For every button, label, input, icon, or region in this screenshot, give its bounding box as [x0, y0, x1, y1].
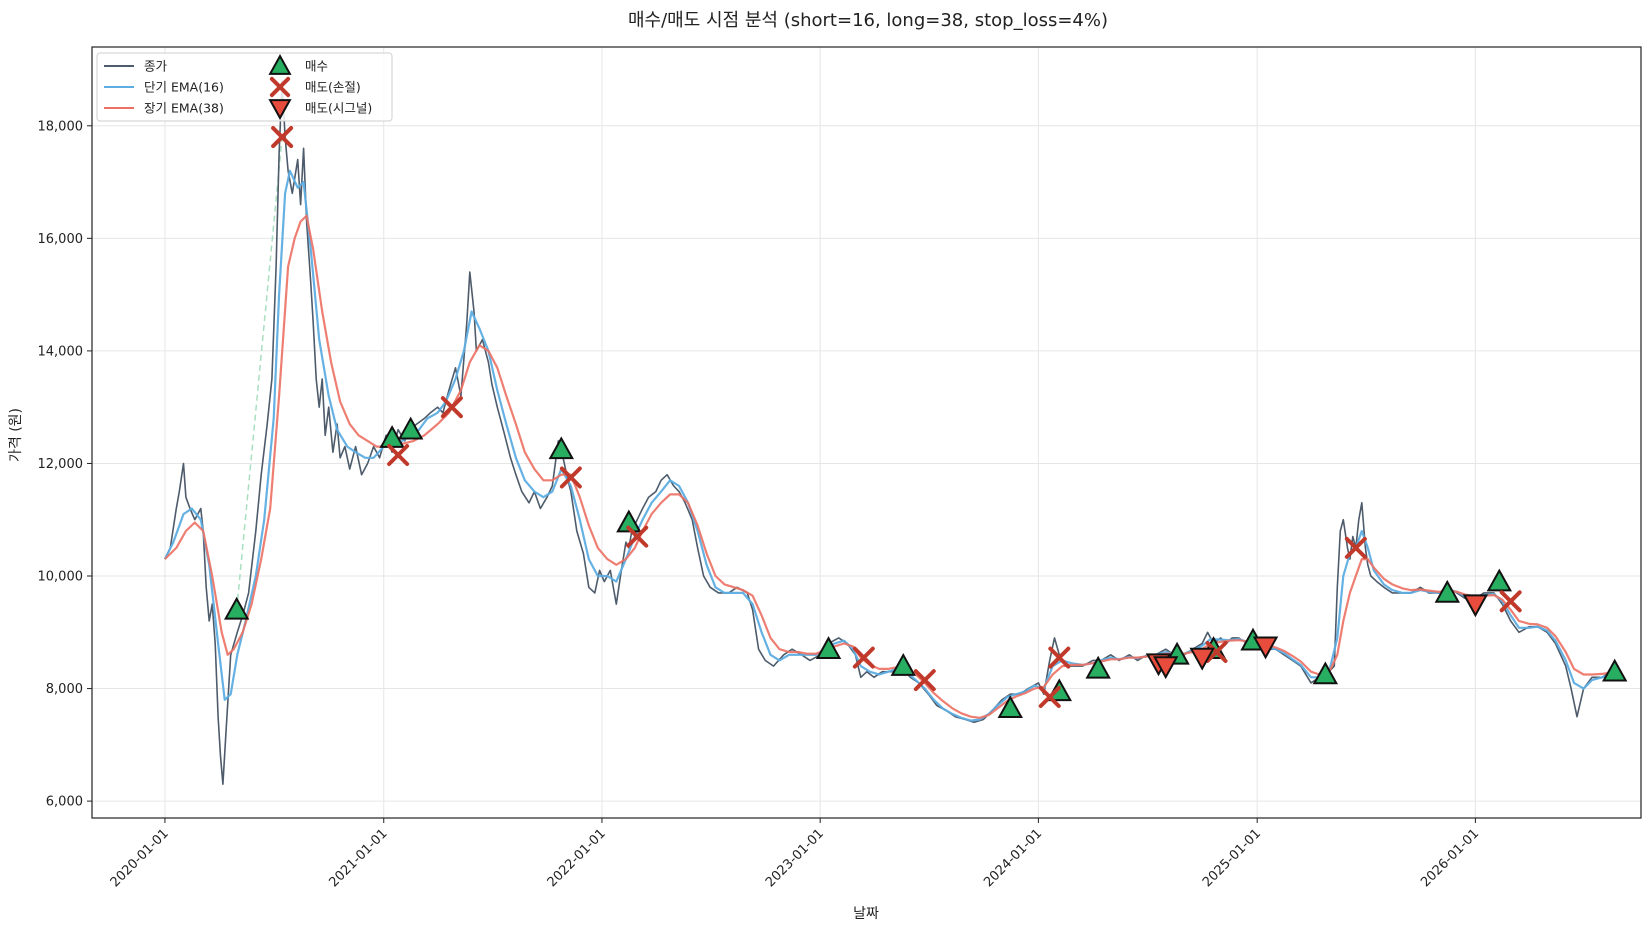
- stop-loss-marker: [1048, 646, 1071, 669]
- stop-loss-marker: [271, 126, 294, 149]
- buy-marker: [1486, 568, 1513, 592]
- sell-signal-marker: [1189, 647, 1215, 671]
- legend-label: 매도(시그널): [305, 101, 372, 116]
- buy-marker: [616, 509, 642, 533]
- stop-loss-stroke: [1205, 640, 1228, 663]
- legend-label: 매도(손절): [305, 80, 361, 95]
- stop-loss-stroke: [1499, 590, 1522, 613]
- stop-loss-marker: [1205, 640, 1228, 663]
- legend-label: 매수: [305, 59, 328, 74]
- stop-loss-marker: [1038, 686, 1061, 709]
- stop-loss-stroke: [626, 525, 649, 548]
- buy-marker: [548, 436, 575, 460]
- buy-marker: [1434, 579, 1460, 603]
- sell-signal-marker: [1252, 636, 1279, 660]
- y-axis-label: 가격 (원): [8, 408, 24, 462]
- buy-marker: [997, 695, 1023, 719]
- sell-signal-marker: [1153, 656, 1179, 680]
- buy-marker: [815, 636, 842, 659]
- buy-marker: [397, 416, 424, 440]
- stop-loss-stroke: [852, 646, 875, 669]
- stop-loss-marker: [1499, 590, 1522, 613]
- stop-loss-stroke: [913, 669, 936, 692]
- buy-marker: [1085, 655, 1111, 679]
- x-axis-label: 날짜: [853, 906, 879, 922]
- buy-marker: [1312, 661, 1339, 685]
- sell-signal-marker: [268, 99, 292, 120]
- legend-label: 단기 EMA(16): [144, 80, 224, 95]
- y-tick-label: 14,000: [38, 344, 84, 359]
- y-tick-label: 10,000: [38, 570, 84, 585]
- trade-link-dashed: [235, 136, 283, 610]
- y-tick-label: 6,000: [46, 795, 83, 810]
- stop-loss-marker: [1344, 536, 1367, 559]
- stop-loss-marker: [559, 466, 582, 489]
- y-axis-ticks: 6,000 8,000 10,000 12,000 14,000 16,000 18,000: [38, 119, 92, 810]
- stop-loss-stroke: [1344, 536, 1367, 559]
- chart-title: 매수/매도 시점 분석 (short=16, long=38, stop_los…: [628, 10, 1108, 31]
- y-tick-label: 12,000: [38, 457, 84, 472]
- legend-box: [96, 52, 393, 122]
- series-line-close: [164, 80, 1615, 786]
- y-tick-label: 8,000: [46, 682, 83, 697]
- stop-loss-marker: [269, 76, 291, 98]
- stop-loss-stroke: [387, 444, 410, 467]
- legend-label: 종가: [144, 59, 168, 74]
- plot-frame: [91, 46, 1642, 819]
- stop-loss-marker: [852, 646, 875, 669]
- stop-loss-stroke: [1038, 686, 1061, 709]
- stop-loss-stroke: [559, 466, 582, 489]
- legend-label: 장기 EMA(38): [144, 101, 224, 116]
- y-tick-label: 16,000: [38, 232, 84, 247]
- buy-marker: [268, 54, 292, 75]
- buy-marker: [1601, 658, 1628, 682]
- buy-marker: [223, 596, 250, 620]
- stop-loss-stroke: [440, 396, 463, 419]
- stop-loss-marker: [440, 396, 463, 419]
- stop-loss-stroke: [1048, 646, 1071, 669]
- stop-loss-marker: [913, 669, 936, 692]
- trade-markers: [223, 126, 1628, 719]
- grid-lines: [92, 47, 1641, 818]
- stop-loss-marker: [626, 525, 649, 548]
- y-tick-label: 18,000: [38, 119, 84, 134]
- stop-loss-stroke: [271, 126, 294, 149]
- stop-loss-marker: [387, 444, 410, 467]
- buy-marker: [890, 652, 916, 676]
- dashed-links: [235, 136, 283, 610]
- stop-loss-stroke: [269, 76, 291, 98]
- sell-signal-marker: [1462, 594, 1489, 618]
